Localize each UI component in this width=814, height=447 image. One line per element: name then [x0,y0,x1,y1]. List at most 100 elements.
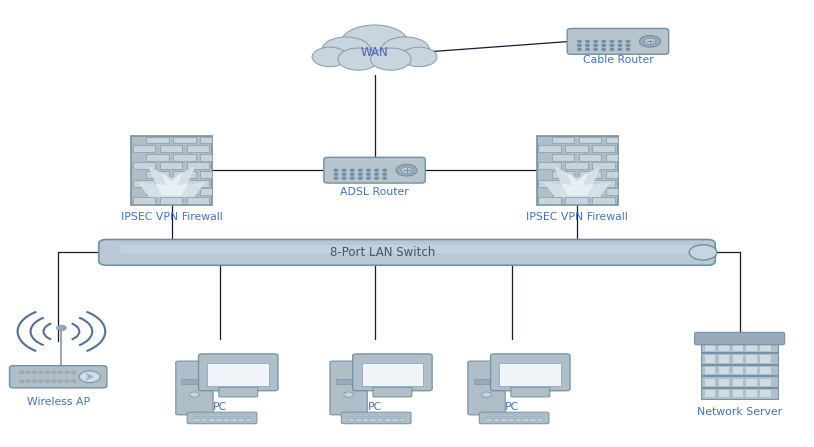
Circle shape [482,392,492,397]
FancyBboxPatch shape [593,162,615,169]
FancyBboxPatch shape [363,417,369,418]
FancyBboxPatch shape [701,365,778,375]
FancyBboxPatch shape [356,419,361,421]
FancyBboxPatch shape [719,344,729,351]
FancyBboxPatch shape [348,415,354,416]
FancyBboxPatch shape [356,417,361,418]
FancyBboxPatch shape [173,154,195,161]
FancyBboxPatch shape [341,412,411,424]
Circle shape [72,380,76,382]
Circle shape [65,380,69,382]
FancyBboxPatch shape [224,419,230,421]
FancyBboxPatch shape [538,180,561,186]
FancyBboxPatch shape [719,367,729,374]
Circle shape [56,325,66,331]
FancyBboxPatch shape [733,367,743,374]
Text: PC: PC [505,402,519,412]
FancyBboxPatch shape [579,154,602,161]
Circle shape [340,25,409,62]
FancyBboxPatch shape [746,379,757,386]
Circle shape [351,173,354,175]
FancyBboxPatch shape [579,188,602,195]
FancyBboxPatch shape [195,415,200,416]
FancyBboxPatch shape [98,240,716,265]
FancyBboxPatch shape [224,415,230,416]
FancyBboxPatch shape [566,145,588,152]
FancyBboxPatch shape [209,419,215,421]
Circle shape [351,169,354,171]
FancyBboxPatch shape [516,419,522,421]
FancyBboxPatch shape [537,415,543,416]
FancyBboxPatch shape [719,390,729,397]
FancyBboxPatch shape [239,415,244,416]
Circle shape [401,167,412,173]
FancyBboxPatch shape [200,188,212,195]
FancyBboxPatch shape [746,344,757,351]
Circle shape [46,371,50,373]
FancyBboxPatch shape [209,417,215,418]
FancyBboxPatch shape [246,415,252,416]
Text: Network Server: Network Server [697,406,782,417]
FancyBboxPatch shape [133,197,155,204]
FancyBboxPatch shape [356,415,361,416]
Circle shape [335,177,338,179]
FancyBboxPatch shape [746,390,757,397]
FancyBboxPatch shape [760,379,771,386]
FancyBboxPatch shape [593,145,615,152]
FancyBboxPatch shape [516,415,522,416]
FancyBboxPatch shape [133,180,155,186]
FancyBboxPatch shape [509,419,514,421]
Circle shape [602,40,606,42]
Circle shape [626,48,630,51]
Circle shape [338,48,379,70]
FancyBboxPatch shape [606,171,618,178]
Circle shape [645,38,655,45]
FancyBboxPatch shape [187,145,209,152]
FancyBboxPatch shape [733,355,743,363]
Circle shape [383,173,387,175]
FancyBboxPatch shape [487,417,492,418]
Circle shape [343,169,346,171]
FancyBboxPatch shape [335,379,361,384]
FancyBboxPatch shape [202,415,208,416]
FancyBboxPatch shape [370,419,376,421]
Circle shape [72,371,76,373]
FancyBboxPatch shape [176,361,213,415]
FancyBboxPatch shape [530,415,536,416]
FancyBboxPatch shape [694,332,785,345]
FancyBboxPatch shape [719,379,729,386]
FancyBboxPatch shape [200,137,212,143]
FancyBboxPatch shape [219,387,258,397]
Circle shape [46,380,50,382]
FancyBboxPatch shape [400,415,405,416]
FancyBboxPatch shape [733,390,743,397]
Circle shape [59,371,63,373]
Circle shape [39,371,43,373]
Polygon shape [139,168,204,196]
FancyBboxPatch shape [160,197,182,204]
Circle shape [586,44,589,46]
FancyBboxPatch shape [182,379,208,384]
FancyBboxPatch shape [501,419,507,421]
Polygon shape [562,174,593,195]
FancyBboxPatch shape [579,171,602,178]
Circle shape [381,37,430,63]
FancyBboxPatch shape [187,412,257,424]
FancyBboxPatch shape [746,367,757,374]
Circle shape [578,48,581,51]
FancyBboxPatch shape [326,52,423,63]
FancyBboxPatch shape [566,180,588,186]
Circle shape [343,173,346,175]
FancyBboxPatch shape [400,419,405,421]
Circle shape [52,380,56,382]
FancyBboxPatch shape [566,162,588,169]
FancyBboxPatch shape [147,154,168,161]
FancyBboxPatch shape [516,417,522,418]
FancyBboxPatch shape [606,137,618,143]
Circle shape [20,380,24,382]
Text: Wireless AP: Wireless AP [27,397,90,407]
FancyBboxPatch shape [760,344,771,351]
FancyBboxPatch shape [378,417,383,418]
FancyBboxPatch shape [370,417,376,418]
FancyBboxPatch shape [701,342,778,352]
